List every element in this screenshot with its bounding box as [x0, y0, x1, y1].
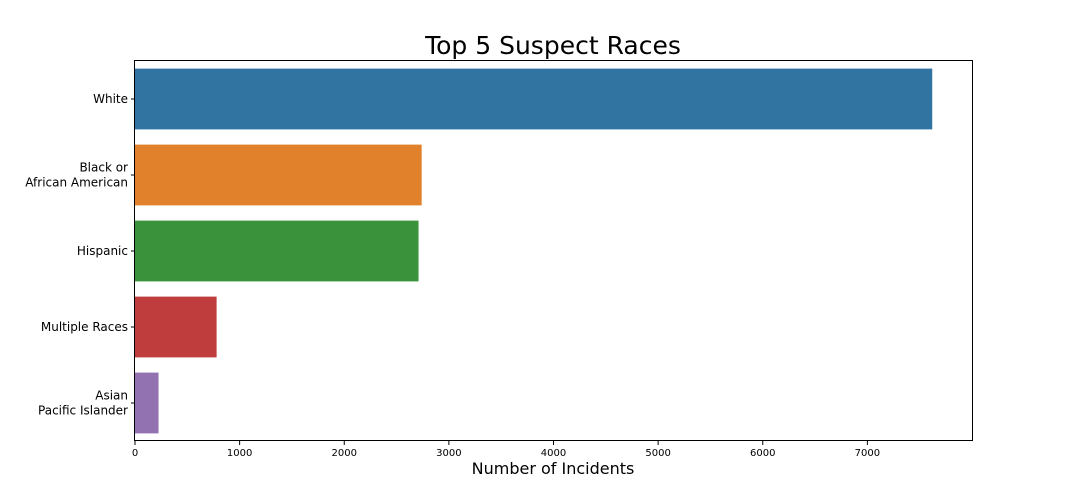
x-tick-label-6: 6000: [750, 448, 775, 459]
x-tick-label-4: 4000: [541, 448, 566, 459]
x-tick-label-5: 5000: [645, 448, 670, 459]
bar-2: [135, 220, 419, 282]
bar-3: [135, 296, 217, 358]
bars-group: [135, 68, 933, 434]
x-axis-ticks: 0 1000 2000 3000 4000 5000 6000 7000: [132, 441, 880, 459]
category-label-1-0: Black or: [79, 161, 128, 175]
bar-0: [135, 68, 933, 130]
category-label-4-0: Asian: [95, 389, 128, 403]
category-label-3-0: Multiple Races: [41, 320, 128, 334]
x-tick-label-7: 7000: [855, 448, 880, 459]
bar-4: [135, 372, 159, 434]
category-label-1-1: African American: [25, 176, 128, 190]
x-tick-label-1: 1000: [227, 448, 252, 459]
x-tick-label-0: 0: [132, 448, 138, 459]
x-tick-label-3: 3000: [436, 448, 461, 459]
x-axis-label: Number of Incidents: [472, 459, 635, 478]
category-label-4-1: Pacific Islander: [38, 404, 128, 418]
x-tick-label-2: 2000: [332, 448, 357, 459]
category-label-0-0: White: [93, 92, 128, 106]
category-label-2-0: Hispanic: [77, 244, 128, 258]
chart-title: Top 5 Suspect Races: [424, 31, 681, 60]
bar-1: [135, 144, 422, 206]
plot-frame: [134, 60, 973, 441]
